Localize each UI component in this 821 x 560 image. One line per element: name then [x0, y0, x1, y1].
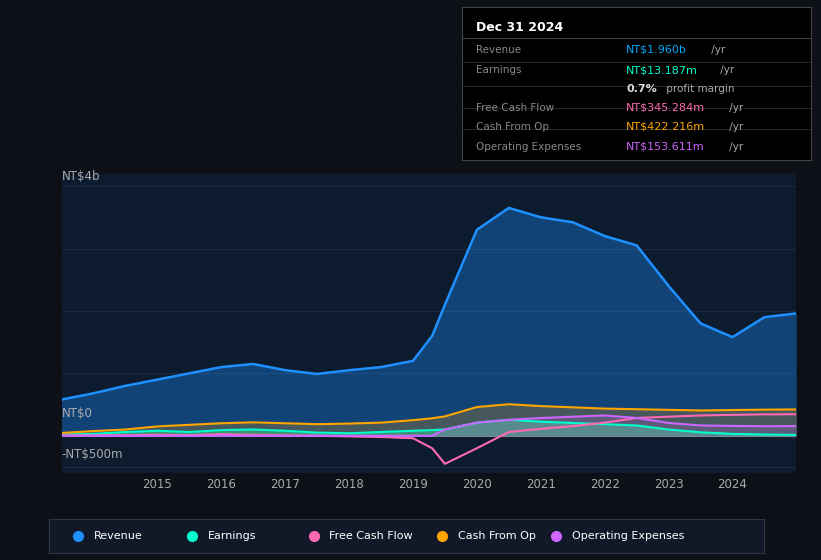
Text: /yr: /yr [726, 142, 743, 152]
Text: -NT$500m: -NT$500m [62, 448, 123, 461]
Text: Earnings: Earnings [208, 531, 256, 541]
Text: NT$153.611m: NT$153.611m [626, 142, 705, 152]
Text: Cash From Op: Cash From Op [458, 531, 535, 541]
Text: Operating Expenses: Operating Expenses [476, 142, 581, 152]
Text: Revenue: Revenue [94, 531, 142, 541]
Text: Earnings: Earnings [476, 66, 521, 76]
Text: /yr: /yr [708, 45, 725, 55]
Text: 0.7%: 0.7% [626, 84, 657, 94]
Text: Revenue: Revenue [476, 45, 521, 55]
Text: NT$4b: NT$4b [62, 170, 100, 183]
Text: Free Cash Flow: Free Cash Flow [329, 531, 413, 541]
Text: Operating Expenses: Operating Expenses [572, 531, 685, 541]
Text: /yr: /yr [726, 122, 743, 132]
Text: NT$345.284m: NT$345.284m [626, 103, 705, 113]
Text: NT$422.216m: NT$422.216m [626, 122, 705, 132]
Text: /yr: /yr [726, 103, 743, 113]
Text: Free Cash Flow: Free Cash Flow [476, 103, 554, 113]
Text: /yr: /yr [717, 66, 734, 76]
Text: NT$13.187m: NT$13.187m [626, 66, 698, 76]
Text: profit margin: profit margin [663, 84, 734, 94]
Text: NT$0: NT$0 [62, 407, 93, 420]
Text: Cash From Op: Cash From Op [476, 122, 549, 132]
Text: NT$1.960b: NT$1.960b [626, 45, 687, 55]
Text: Dec 31 2024: Dec 31 2024 [476, 21, 563, 34]
